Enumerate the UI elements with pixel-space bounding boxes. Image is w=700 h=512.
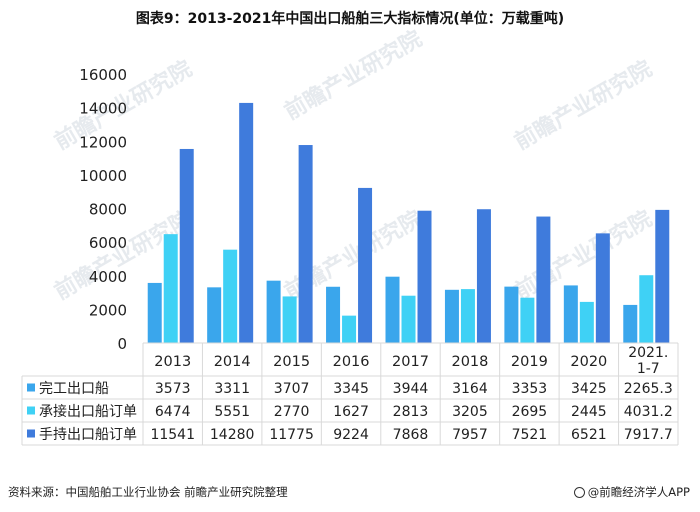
bar-holding [595,233,610,343]
bar-accepted [163,234,178,343]
x-tick-label: 2021. [628,345,668,361]
watermark-text: 前瞻产业研究院 [50,206,196,306]
bar-accepted [579,301,594,343]
data-label: 7521 [512,427,548,443]
data-label: 3573 [155,381,191,397]
x-tick-label: 2013 [154,354,191,370]
y-tick-label: 16000 [79,66,127,84]
data-label: 7957 [452,427,488,443]
data-label: 2813 [393,404,429,420]
data-label: 7917.7 [624,427,673,443]
bar-completed [444,289,459,343]
data-label: 3353 [512,381,548,397]
x-tick-label: 2016 [333,354,370,370]
data-label: 6474 [155,404,191,420]
legend-label: 承接出口船订单 [39,403,137,420]
bar-accepted [639,275,654,343]
bar-accepted [460,289,475,343]
data-label: 9224 [333,427,369,443]
x-tick-label: 2019 [511,354,548,370]
data-label: 3205 [452,404,488,420]
bar-completed [326,286,341,343]
y-tick-label: 12000 [79,133,127,151]
data-label: 14280 [210,427,255,443]
bar-accepted [282,296,297,343]
x-tick-label: 2017 [392,354,429,370]
bar-completed [623,304,638,343]
brand-text: @前瞻经济学人APP [587,485,690,499]
data-label: 1627 [333,404,369,420]
bar-holding [179,148,194,343]
bar-accepted [401,295,416,343]
bar-accepted [342,315,357,343]
data-label: 3944 [393,381,429,397]
x-tick-label: 2018 [451,354,488,370]
x-tick-label: 2014 [214,354,251,370]
data-label: 11541 [150,427,195,443]
x-tick-label: 1-7 [637,361,660,377]
bar-completed [266,280,281,343]
data-label: 6521 [571,427,607,443]
y-tick-label: 14000 [79,100,127,118]
data-label: 3425 [571,381,607,397]
chart-title: 图表9：2013-2021年中国出口船舶三大指标情况(单位：万载重吨) [135,11,565,27]
bar-completed [147,282,162,343]
data-label: 4031.2 [624,404,673,420]
legend-label: 手持出口船订单 [39,427,137,443]
data-label: 11775 [269,427,314,443]
legend-swatch-completed [27,383,35,392]
x-tick-label: 2020 [570,354,607,370]
bar-holding [298,145,313,343]
bar-accepted [223,249,238,343]
y-tick-label: 8000 [89,201,127,219]
y-tick-label: 2000 [89,301,127,319]
x-tick-label: 2015 [273,354,310,370]
bar-accepted [520,297,535,343]
bar-holding [655,209,670,343]
legend-label: 完工出口船 [39,381,109,397]
data-label: 3164 [452,381,488,397]
bar-holding [476,209,491,343]
brand-credit: @前瞻经济学人APP [573,484,690,500]
source-note: 资料来源：中国船舶工业行业协会 前瞻产业研究院整理 [8,485,288,499]
data-label: 3311 [214,381,250,397]
bar-holding [536,216,551,343]
bar-completed [207,287,222,343]
y-tick-label: 6000 [89,234,127,252]
legend-swatch-accepted [27,406,35,415]
bar-holding [239,102,254,343]
data-label: 3707 [274,381,310,397]
watermark-text: 前瞻产业研究院 [510,56,656,156]
data-label: 2265.3 [624,381,673,397]
data-label: 2695 [512,404,548,420]
y-tick-label: 4000 [89,268,127,286]
watermark-text: 前瞻产业研究院 [50,56,196,156]
legend-swatch-holding [27,429,35,438]
watermark-text: 前瞻产业研究院 [510,206,656,306]
data-label: 2445 [571,404,607,420]
data-label: 3345 [333,381,369,397]
watermark-text: 前瞻产业研究院 [280,26,426,126]
brand-logo-icon [573,487,585,498]
bar-completed [504,286,519,343]
bar-completed [563,285,578,343]
data-label: 2770 [274,404,310,420]
y-tick-label: 10000 [79,167,127,185]
bar-holding [358,187,373,343]
data-label: 5551 [214,404,250,420]
data-label: 7868 [393,427,429,443]
watermark-text: 前瞻产业研究院 [280,206,426,306]
y-tick-label: 0 [117,335,127,353]
bar-completed [385,276,400,343]
bar-holding [417,210,432,343]
